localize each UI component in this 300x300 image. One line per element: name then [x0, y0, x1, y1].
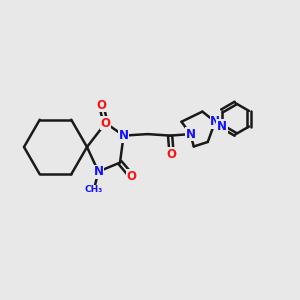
Text: N: N	[185, 128, 196, 141]
Text: O: O	[96, 98, 106, 112]
Text: N: N	[118, 129, 129, 142]
Text: N: N	[210, 115, 220, 128]
Text: O: O	[167, 148, 177, 161]
Text: N: N	[217, 120, 227, 133]
Text: O: O	[126, 169, 136, 183]
Text: O: O	[100, 116, 111, 130]
Text: N: N	[93, 165, 103, 178]
Text: CH₃: CH₃	[85, 185, 103, 194]
